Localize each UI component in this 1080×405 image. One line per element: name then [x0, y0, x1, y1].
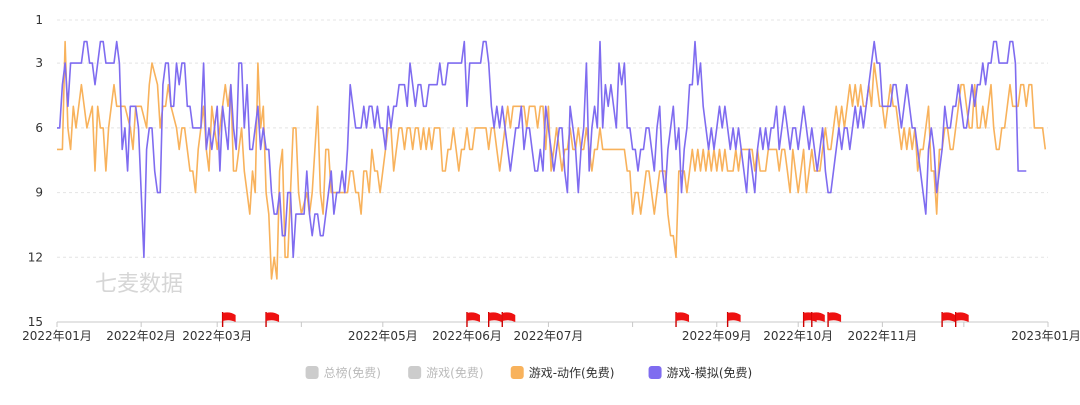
x-tick-label: 2023年01月	[1011, 329, 1080, 343]
event-flag-icon[interactable]	[466, 312, 480, 327]
legend-item-0[interactable]: 总榜(免费)	[305, 365, 381, 380]
event-flag-icon[interactable]	[941, 312, 956, 327]
legend: 总榜(免费) 游戏(免费) 游戏-动作(免费) 游戏-模拟(免费)	[305, 365, 753, 380]
legend-label: 总榜(免费)	[324, 365, 381, 380]
event-flag-icon[interactable]	[811, 312, 825, 327]
y-tick-label: 12	[28, 250, 43, 264]
y-tick-label: 3	[35, 56, 43, 70]
y-tick-label: 15	[28, 315, 43, 329]
legend-label: 游戏-模拟(免费)	[667, 365, 753, 380]
legend-label: 游戏(免费)	[426, 365, 483, 380]
event-flag-icon[interactable]	[501, 312, 516, 327]
y-tick-label: 1	[35, 13, 43, 27]
event-flags	[221, 312, 969, 327]
event-flag-icon[interactable]	[954, 312, 969, 327]
legend-swatch	[510, 366, 524, 379]
legend-item-1[interactable]: 游戏(免费)	[408, 365, 484, 380]
event-flag-icon[interactable]	[675, 312, 690, 327]
legend-swatch	[648, 366, 662, 379]
x-tick-label: 2022年02月	[106, 329, 176, 343]
legend-item-3[interactable]: 游戏-模拟(免费)	[648, 365, 753, 380]
event-flag-icon[interactable]	[221, 312, 236, 327]
series-line-0	[57, 40, 1047, 280]
x-tick-label: 2022年01月	[22, 329, 92, 343]
y-tick-label: 6	[35, 121, 43, 135]
x-tick-label: 2022年06月	[432, 329, 502, 343]
y-axis: 1 3 6 9 12 15	[28, 13, 43, 329]
event-flag-icon[interactable]	[265, 312, 280, 327]
grid-layer	[57, 19, 1048, 323]
watermark-text: 七麦数据	[95, 272, 183, 297]
x-axis: 2022年01月 2022年02月 2022年03月 2022年05月 2022年06月…	[22, 322, 1080, 343]
y-tick-label: 9	[35, 186, 43, 200]
series-layer	[57, 40, 1047, 280]
legend-swatch	[305, 366, 319, 379]
legend-swatch	[408, 366, 422, 379]
series-line-1	[57, 40, 1027, 259]
legend-label: 游戏-动作(免费)	[529, 365, 615, 380]
x-tick-label: 2022年05月	[348, 329, 418, 343]
x-tick-label: 2022年03月	[182, 329, 252, 343]
event-flag-icon[interactable]	[827, 312, 842, 327]
event-flag-icon[interactable]	[487, 312, 502, 327]
x-tick-label: 2022年11月	[847, 329, 917, 343]
x-tick-label: 2022年10月	[763, 329, 833, 343]
x-tick-label: 2022年09月	[682, 329, 752, 343]
legend-item-2[interactable]: 游戏-动作(免费)	[510, 365, 615, 380]
event-flag-icon[interactable]	[726, 312, 741, 327]
x-tick-label: 2022年07月	[514, 329, 584, 343]
